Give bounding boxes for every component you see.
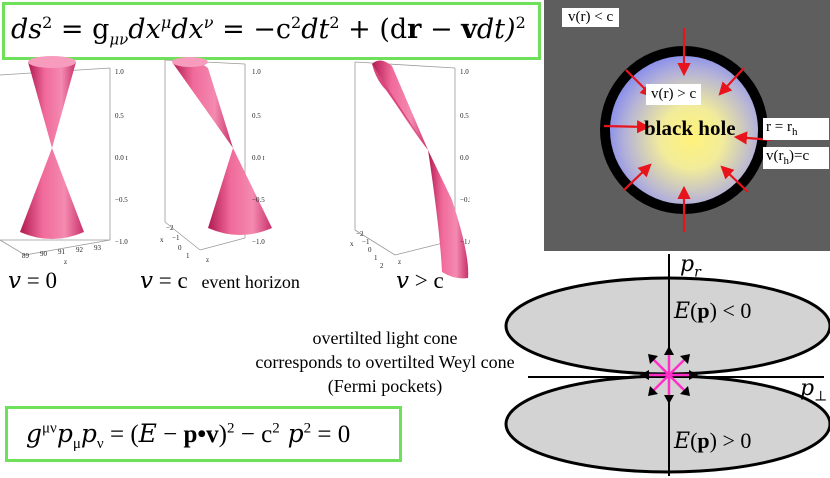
- event-horizon-label: event horizon: [201, 272, 300, 292]
- tick-label: −1.0: [460, 238, 470, 246]
- tick-label: 2: [380, 262, 384, 270]
- tick-label: −1.0: [252, 238, 265, 246]
- tick-label: −1.0: [115, 238, 128, 246]
- outside-velocity-label: v(r) < c: [562, 8, 620, 27]
- tick-label: 0.5: [460, 112, 469, 120]
- cone-lower-vgc: [428, 150, 469, 279]
- axis-label: x: [160, 236, 164, 244]
- axis-label: z: [206, 256, 209, 264]
- tick-label: 0.0 t: [115, 154, 128, 162]
- black-hole-label: black hole: [644, 116, 736, 140]
- cone-upper-vc: [172, 59, 233, 148]
- tick-label: 91: [58, 248, 66, 256]
- top-equation-box: ds2 = gμνdxμdxν = −c2dt2 + (dr − vdt)2: [2, 2, 541, 60]
- axis-label: z: [64, 258, 67, 266]
- horizon-velocity-label: v(rh)=c: [763, 147, 829, 169]
- overtilted-line-3: (Fermi pockets): [327, 376, 443, 396]
- overtilted-description: overtilted light cone corresponds to ove…: [190, 326, 580, 398]
- tick-label: 1.0: [252, 68, 261, 76]
- tick-label: 90: [40, 250, 48, 258]
- fermi-pocket-diagram: [504, 254, 830, 476]
- tick-label: −2: [166, 224, 174, 232]
- caption-vgc: v > c: [396, 268, 444, 294]
- overtilted-line-1: overtilted light cone: [312, 328, 458, 348]
- tick-label: −0.5: [460, 196, 470, 204]
- tick-label: 0.5: [252, 112, 261, 120]
- horizon-radius-label: r = rh: [763, 118, 829, 140]
- bottom-equation-box: gμνpμpν = (E − p•v)2 − c2 p2 = 0: [5, 406, 402, 462]
- inside-velocity-label: v(r) > c: [646, 84, 702, 105]
- tick-label: 1.0: [460, 68, 469, 76]
- caption-v0: v = 0: [8, 268, 57, 294]
- p-r-label: pr: [680, 252, 701, 281]
- tick-label: 1.0: [115, 68, 124, 76]
- tick-label: 92: [76, 246, 84, 254]
- tick-label: 0.0 t: [252, 154, 265, 162]
- tick-label: −0.5: [252, 196, 265, 204]
- tick-label: −0.5: [115, 196, 128, 204]
- cone-plot-vgc: 1.0 0.5 0.0 t −0.5 −1.0 −2 −1 0 1 2 x z: [350, 60, 470, 279]
- tick-label: 0: [178, 244, 182, 252]
- cone-plot-vc: 1.0 0.5 0.0 t −0.5 −1.0 −2 −1 0 1 x z: [160, 57, 272, 264]
- tick-label: −2: [356, 230, 364, 238]
- tick-label: 0.5: [115, 112, 124, 120]
- tick-label: 89: [22, 252, 30, 260]
- tick-label: 1: [186, 252, 190, 260]
- tick-label: −1: [172, 234, 180, 242]
- axis-label: x: [350, 240, 354, 248]
- caption-vc: v = c event horizon: [140, 268, 300, 294]
- axis-label: z: [398, 258, 401, 266]
- overtilted-line-2: corresponds to overtilted Weyl cone: [255, 352, 515, 372]
- weyl-arrowheads: [640, 346, 698, 404]
- light-cone-plots: 1.0 0.5 0.0 t −0.5 −1.0 89 90 91 92 93 z…: [0, 56, 470, 279]
- p-perp-label: p⊥: [800, 376, 828, 405]
- tick-label: 1: [374, 254, 378, 262]
- lower-pocket-label: E(p) > 0: [674, 428, 752, 454]
- cone-plot-v0: 1.0 0.5 0.0 t −0.5 −1.0 89 90 91 92 93 z: [0, 56, 128, 266]
- dispersion-equation: gμνpμpν = (E − p•v)2 − c2 p2 = 0: [26, 419, 351, 452]
- cone-lower-vc: [208, 148, 272, 235]
- cone-upper-v0: [28, 57, 76, 148]
- black-hole-panel: v(r) < c v(r) > c black hole r = rh v(rh…: [544, 0, 830, 251]
- tick-label: −1: [362, 238, 370, 246]
- upper-pocket-label: E(p) < 0: [674, 298, 752, 324]
- tick-label: 93: [94, 244, 102, 252]
- tick-label: 0: [368, 246, 372, 254]
- tick-label: 0.0 t: [460, 154, 470, 162]
- cone-upper-vgc: [372, 60, 428, 150]
- cone-lower-v0: [20, 148, 84, 239]
- metric-equation: ds2 = gμνdxμdxν = −c2dt2 + (dr − vdt)2: [11, 13, 526, 49]
